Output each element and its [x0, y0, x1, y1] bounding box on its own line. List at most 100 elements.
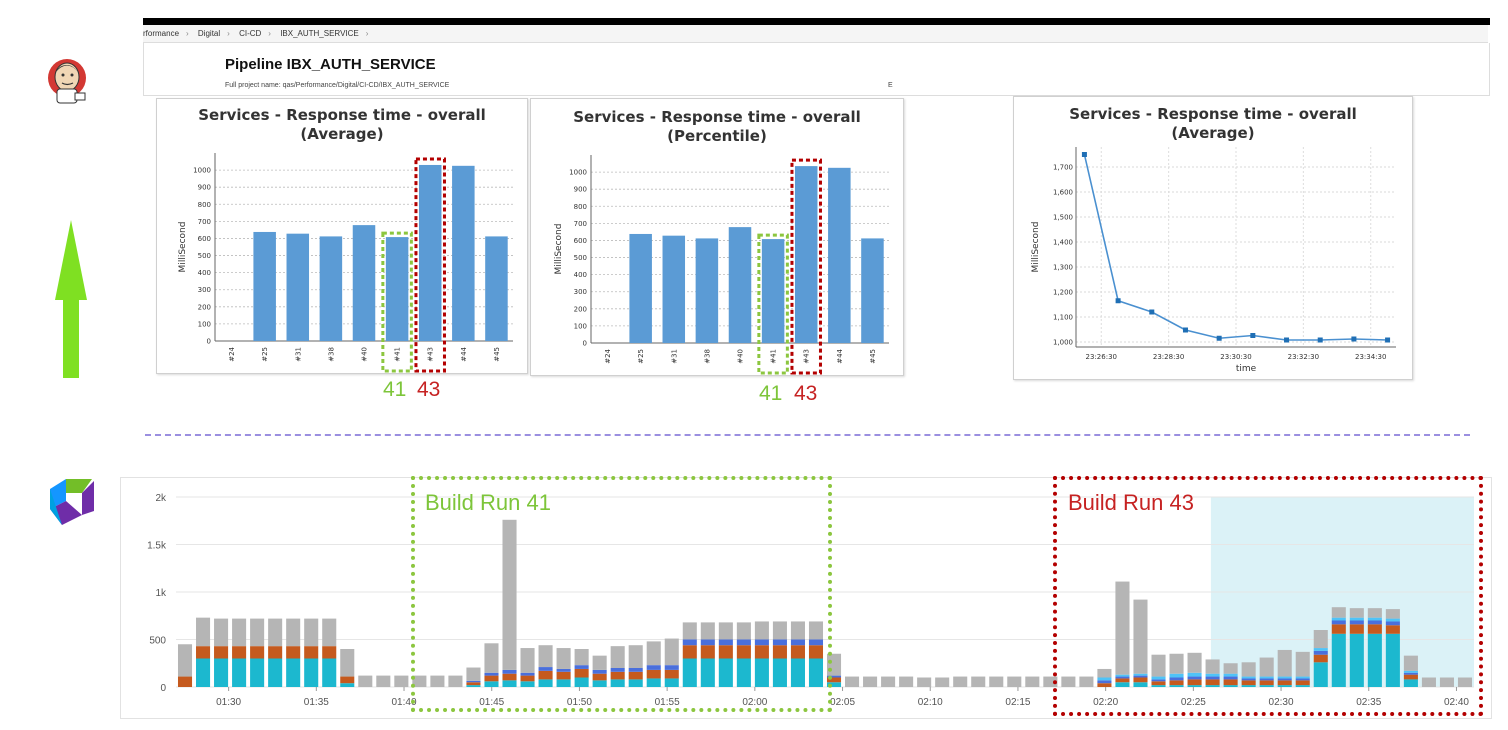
stacked-bar-segment [646, 669, 661, 679]
stacked-bar-segment [790, 621, 805, 640]
bar [662, 235, 686, 343]
stacked-bar-segment [1331, 617, 1346, 621]
x-tick-label: 01:45 [479, 697, 504, 708]
stacked-bar-segment [340, 683, 355, 687]
stacked-bar-segment [790, 639, 805, 646]
breadcrumb-item[interactable]: CI-CD [239, 29, 262, 38]
chart-title-line1: Services - Response time - overall [573, 108, 861, 126]
x-tick-label: #38 [703, 349, 711, 364]
stacked-bar-segment [1151, 685, 1166, 687]
stacked-bar-segment [304, 658, 319, 687]
y-tick-label: 700 [574, 220, 587, 228]
breadcrumb-separator-icon: › [186, 29, 189, 38]
x-tick-label: #31 [294, 347, 302, 362]
stacked-bar-segment [1259, 680, 1274, 686]
bar [385, 237, 409, 341]
stacked-bar-segment [502, 673, 517, 681]
x-tick-label: 01:55 [655, 697, 680, 708]
stacked-bar-segment [1421, 677, 1436, 687]
x-tick-label: #31 [670, 349, 678, 364]
stacked-bar-segment [718, 622, 733, 640]
stacked-bar-segment [1259, 678, 1274, 681]
stacked-bar-segment [628, 645, 643, 668]
stacked-bar-segment [1385, 609, 1400, 619]
stacked-bar-segment [286, 658, 301, 687]
x-tick-label: 23:30:30 [1220, 353, 1251, 361]
pipeline-header [143, 43, 1490, 96]
x-tick-label: #24 [604, 348, 612, 363]
stacked-bar-segment [1097, 677, 1112, 681]
y-tick-label: 0 [160, 683, 166, 694]
stacked-bar-segment [448, 675, 463, 687]
x-tick-label: 23:34:30 [1355, 353, 1386, 361]
x-tick-label: #25 [637, 349, 645, 364]
data-point [1250, 333, 1256, 338]
stacked-bar-segment [1295, 680, 1310, 686]
x-tick-label: 23:32:30 [1288, 353, 1319, 361]
stacked-bar-segment [1097, 680, 1112, 684]
data-point [1351, 336, 1357, 342]
percentile-bar-chart: 0 100 200 300 400 500 600 700 800 900 1000 #24 #25 #3… [554, 155, 889, 375]
breadcrumb-item[interactable]: IBX_AUTH_SERVICE [280, 29, 359, 38]
stacked-bar-segment [718, 645, 733, 659]
avg-bar-chart: 0 100 200 300 400 500 600 700 800 900 1000 #24 #25 #3… [178, 153, 513, 373]
stacked-bar-segment [196, 658, 211, 687]
stacked-bar-segment [556, 648, 571, 669]
breadcrumb-item[interactable]: Digital [197, 29, 221, 38]
run-highlight-box [414, 157, 446, 373]
jenkins-logo-icon [48, 59, 86, 104]
stacked-bar-segment [376, 675, 391, 687]
x-tick-label: #40 [361, 347, 369, 362]
stacked-bar-segment [196, 617, 211, 647]
y-tick-label: 1000 [193, 167, 211, 175]
stacked-bar-segment [1205, 685, 1220, 687]
stacked-bar-segment [1169, 680, 1184, 686]
stacked-bar-segment [1385, 625, 1400, 634]
breadcrumb-separator-icon: › [268, 29, 271, 38]
stacked-bar-segment [700, 645, 715, 659]
x-tick-label: #45 [869, 349, 877, 364]
stacked-bar-segment [1133, 677, 1148, 683]
run-41-label: 41 [383, 378, 407, 401]
y-tick-label: 1,100 [1053, 314, 1073, 322]
stacked-bar-segment [899, 676, 914, 687]
stacked-bar-segment [1349, 620, 1364, 625]
stacked-bar-segment [1367, 617, 1382, 621]
y-tick-label: 1000 [569, 169, 587, 177]
bar [761, 239, 785, 343]
stacked-bar-segment [340, 676, 355, 684]
stacked-bar-segment [1187, 672, 1202, 677]
chart-panel-line: Services - Response time - overall (Aver… [1013, 96, 1413, 380]
data-point [1182, 327, 1188, 333]
chart-title-line2: (Average) [1171, 124, 1255, 142]
bar [728, 227, 752, 343]
stacked-bar-segment [286, 646, 301, 659]
stacked-bar-segment [736, 645, 751, 659]
stacked-bar-segment [484, 643, 499, 673]
stacked-bar-segment [430, 675, 445, 687]
x-tick-label: #40 [737, 349, 745, 364]
data-point [1284, 337, 1290, 343]
stacked-bar-segment [520, 648, 535, 673]
stacked-bar-segment [1295, 678, 1310, 681]
stacked-bar-segment [1385, 621, 1400, 626]
y-tick-label: 400 [574, 271, 587, 279]
x-tick-label: 02:20 [1093, 697, 1118, 708]
bar [418, 164, 442, 341]
up-arrow-icon [55, 220, 87, 378]
stacked-bar-segment [268, 658, 283, 687]
stacked-bar-segment [1151, 681, 1166, 686]
stacked-bar-segment [592, 680, 607, 687]
x-tick-label: 02:05 [830, 697, 855, 708]
run-43-label: 43 [794, 382, 818, 405]
project-full-name: Full project name: qas/Performance/Digit… [225, 82, 450, 89]
stacked-bar-segment [538, 667, 553, 671]
build-run-43-label: Build Run 43 [1068, 490, 1194, 515]
stacked-bar-segment [592, 669, 607, 674]
x-tick-label: 02:10 [918, 697, 943, 708]
y-tick-label: 600 [198, 235, 211, 243]
y-tick-label: 1,200 [1053, 289, 1073, 297]
breadcrumb-item[interactable]: rformance [143, 29, 180, 38]
stacked-bar-segment [1079, 676, 1094, 687]
stacked-bar-segment [1403, 672, 1418, 675]
